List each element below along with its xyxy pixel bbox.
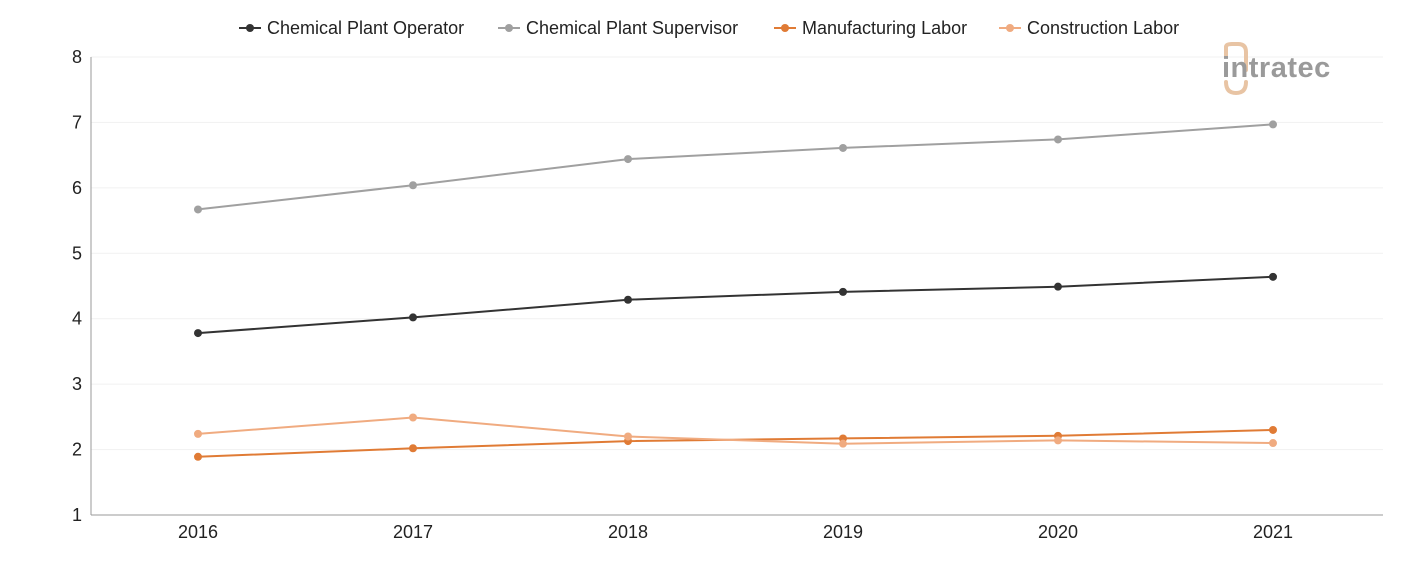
data-point	[194, 452, 202, 461]
series-4	[194, 413, 1277, 448]
data-point	[839, 287, 847, 296]
y-tick-label: 4	[72, 309, 82, 329]
legend: Chemical Plant Operator Chemical Plant Su…	[239, 18, 1179, 38]
data-point	[624, 295, 632, 304]
data-point	[1269, 425, 1277, 434]
series-3	[194, 425, 1277, 461]
x-tick-label: 2019	[823, 522, 863, 542]
data-point	[409, 413, 417, 422]
data-point	[409, 181, 417, 190]
series-2	[194, 120, 1277, 214]
y-tick-label: 8	[72, 47, 82, 67]
data-point	[1269, 120, 1277, 129]
y-tick-label: 7	[72, 112, 82, 132]
data-point	[194, 329, 202, 338]
axes	[90, 57, 1383, 516]
y-tick-label: 2	[72, 440, 82, 460]
series-line	[197, 416, 1274, 445]
y-tick-label: 3	[72, 374, 82, 394]
data-point	[1054, 135, 1062, 144]
x-tick-label: 2020	[1038, 522, 1078, 542]
legend-label: Chemical Plant Supervisor	[526, 18, 738, 38]
y-tick-label: 1	[72, 505, 82, 525]
data-point	[409, 313, 417, 322]
grid-lines	[91, 56, 1383, 451]
data-point	[194, 205, 202, 214]
data-point	[409, 444, 417, 453]
x-tick-label: 2016	[178, 522, 218, 542]
x-tick-labels: 2016 2017 2018 2019 2020 2021	[178, 522, 1293, 542]
legend-item: Construction Labor	[999, 18, 1179, 38]
legend-label: Chemical Plant Operator	[267, 18, 464, 38]
logo-wordmark: intratec	[1222, 52, 1331, 84]
series-layer	[194, 120, 1277, 461]
data-point	[839, 439, 847, 448]
y-tick-labels: 1 2 3 4 5 6 7 8	[72, 47, 82, 525]
series-line	[197, 123, 1274, 211]
legend-marker	[246, 24, 254, 32]
y-tick-label: 5	[72, 243, 82, 263]
legend-marker	[505, 24, 513, 32]
legend-marker	[781, 24, 789, 32]
data-point	[839, 143, 847, 152]
intratec-watermark-logo: intratec	[1222, 42, 1331, 96]
x-tick-label: 2018	[608, 522, 648, 542]
data-point	[1269, 272, 1277, 281]
legend-item: Chemical Plant Supervisor	[498, 18, 738, 38]
legend-label: Manufacturing Labor	[802, 18, 967, 38]
data-point	[194, 429, 202, 438]
data-point	[1054, 282, 1062, 291]
data-point	[1269, 439, 1277, 448]
data-point	[1054, 436, 1062, 445]
legend-label: Construction Labor	[1027, 18, 1179, 38]
series-1	[194, 272, 1277, 338]
logo-mark	[1224, 42, 1248, 96]
series-line	[197, 428, 1274, 458]
data-point	[624, 155, 632, 164]
y-tick-label: 6	[72, 178, 82, 198]
x-tick-label: 2017	[393, 522, 433, 542]
legend-item: Manufacturing Labor	[774, 18, 967, 38]
legend-item: Chemical Plant Operator	[239, 18, 464, 38]
series-line	[197, 275, 1274, 335]
legend-marker	[1006, 24, 1014, 32]
x-tick-label: 2021	[1253, 522, 1293, 542]
data-point	[624, 432, 632, 441]
